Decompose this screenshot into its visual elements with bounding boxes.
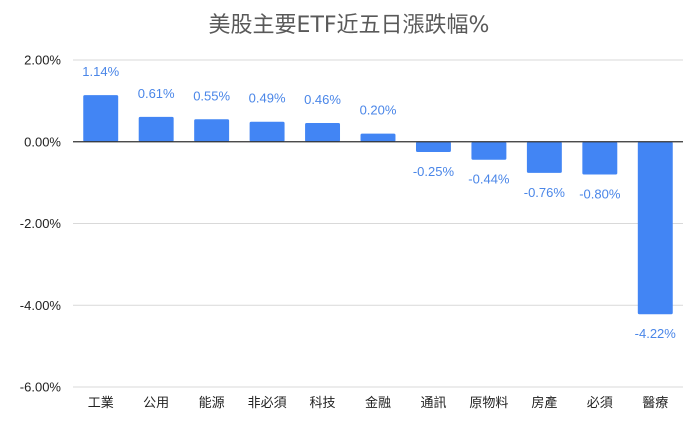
- y-axis-ticks: 2.00% 0.00% -2.00% -4.00% -6.00%: [20, 53, 62, 395]
- data-label: 0.61%: [138, 86, 175, 101]
- data-label: 0.46%: [304, 92, 341, 107]
- bar: [637, 141, 673, 315]
- bar: [305, 122, 341, 142]
- bar: [249, 121, 285, 142]
- y-tick-label: 0.00%: [24, 134, 61, 149]
- x-tick-label: 能源: [199, 396, 225, 411]
- y-tick-label: -4.00%: [20, 298, 62, 313]
- data-label: 0.20%: [360, 103, 397, 118]
- data-label: 0.55%: [193, 88, 230, 103]
- data-label: 1.14%: [82, 64, 119, 79]
- x-tick-label: 醫療: [642, 396, 668, 411]
- data-label: -0.80%: [579, 186, 621, 201]
- x-tick-label: 非必須: [248, 396, 287, 411]
- data-label: -4.22%: [635, 326, 677, 341]
- y-tick-label: -2.00%: [20, 216, 62, 231]
- data-label: -0.25%: [413, 164, 455, 179]
- chart-title: 美股主要ETF近五日漲跌幅%: [209, 13, 490, 38]
- bar: [194, 119, 230, 142]
- x-axis-ticks: 工業 公用 能源 非必須 科技 金融 通訊 原物料 房產 必須 醫療: [88, 395, 669, 411]
- y-tick-label: 2.00%: [24, 53, 61, 68]
- bar: [471, 141, 507, 160]
- x-tick-label: 房產: [531, 395, 557, 411]
- x-tick-label: 通訊: [420, 396, 446, 411]
- y-tick-label: -6.00%: [20, 380, 62, 395]
- x-tick-label: 工業: [88, 395, 114, 411]
- bar: [582, 141, 618, 175]
- data-label: -0.76%: [524, 185, 566, 200]
- bar: [360, 133, 396, 142]
- data-label: -0.44%: [468, 172, 510, 187]
- x-tick-label: 原物料: [469, 396, 508, 411]
- bar: [526, 141, 562, 173]
- x-tick-label: 必須: [587, 396, 613, 411]
- x-tick-label: 科技: [310, 396, 336, 411]
- bar: [138, 116, 174, 142]
- bars: [83, 95, 673, 315]
- data-label: 0.49%: [249, 91, 286, 106]
- x-tick-label: 金融: [365, 395, 391, 411]
- data-labels: 1.14% 0.61% 0.55% 0.49% 0.46% 0.20% -0.25% -0.4…: [82, 64, 676, 341]
- bar: [415, 141, 451, 152]
- bar: [83, 95, 119, 142]
- gridlines: [73, 59, 683, 388]
- x-tick-label: 公用: [143, 396, 169, 411]
